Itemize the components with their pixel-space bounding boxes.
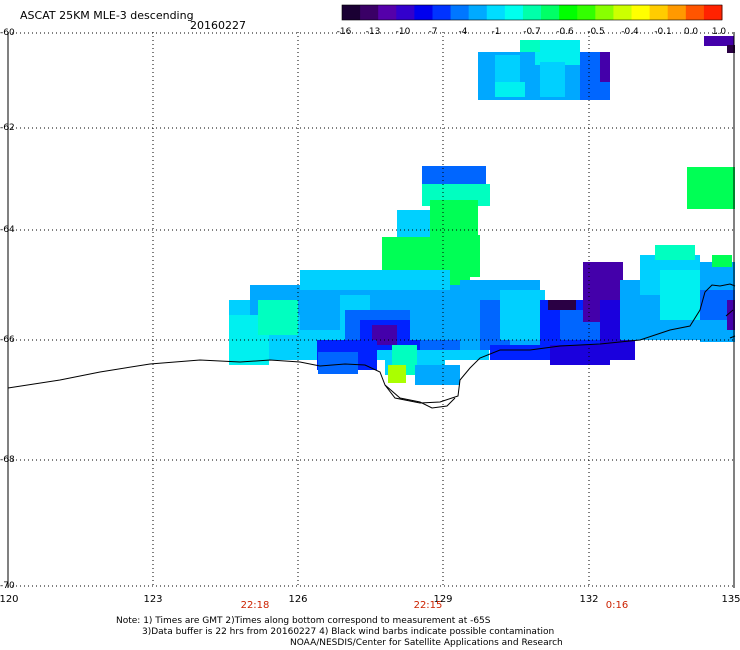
colorbar-swatch	[649, 5, 669, 20]
colorbar-label: -16	[336, 27, 352, 37]
colorbar-swatch	[360, 5, 379, 20]
colorbar-label: 1.0	[711, 27, 727, 37]
lat-label: -66	[0, 335, 15, 345]
colorbar-swatch	[685, 5, 705, 20]
wind-cell	[548, 300, 576, 310]
colorbar-swatch	[613, 5, 633, 20]
colorbar-swatch	[541, 5, 560, 20]
colorbar-label: -0.4	[621, 27, 639, 37]
colorbar-swatch	[342, 5, 361, 20]
colorbar-swatch	[432, 5, 452, 20]
colorbar-swatch	[667, 5, 687, 20]
wind-cell	[258, 300, 298, 335]
colorbar-swatch	[577, 5, 596, 20]
colorbar-label: -0.1	[654, 27, 672, 37]
colorbar-label: -7	[428, 27, 438, 37]
wind-cell	[655, 245, 695, 260]
wind-cell	[704, 36, 734, 46]
lon-label: 120	[0, 594, 19, 605]
wind-cell	[422, 166, 486, 184]
colorbar-frame	[341, 4, 723, 21]
colorbar-swatch	[595, 5, 614, 20]
lon-label: 126	[288, 594, 308, 605]
wind-cell	[520, 40, 540, 52]
colorbar-swatch	[396, 5, 415, 20]
wind-cell	[687, 167, 735, 209]
wind-cell	[415, 365, 460, 385]
colorbar-label: -10	[395, 27, 411, 37]
wind-cell	[727, 45, 735, 53]
footnote-line: NOAA/NESDIS/Center for Satellite Applica…	[290, 638, 563, 648]
colorbar-swatch	[559, 5, 578, 20]
colorbar-swatch	[378, 5, 397, 20]
lon-label: 123	[143, 594, 163, 605]
wind-cell	[535, 40, 580, 65]
colorbar-swatch	[703, 5, 723, 20]
wind-cell	[712, 255, 732, 267]
colorbar-label: -0.7	[523, 27, 541, 37]
colorbar-swatch	[414, 5, 433, 20]
wind-cell	[300, 290, 340, 330]
wind-cell	[490, 345, 540, 360]
lat-label: -62	[0, 123, 15, 133]
time-label: 22:15	[413, 600, 443, 611]
wind-cell	[540, 62, 565, 97]
lon-label: 135	[721, 594, 740, 605]
wind-cell	[500, 290, 545, 340]
lat-label: -68	[0, 455, 15, 465]
lat-label: -70	[0, 581, 15, 591]
wind-cell	[318, 352, 358, 374]
lon-label: 129	[433, 594, 453, 605]
colorbar-swatch	[631, 5, 651, 20]
wind-cell	[300, 270, 450, 290]
wind-cell	[382, 237, 412, 267]
colorbar-swatch	[486, 5, 506, 20]
wind-cell	[388, 365, 406, 383]
colorbar-label: -0.5	[587, 27, 605, 37]
colorbar-label: -0.6	[556, 27, 574, 37]
colorbar-swatch	[450, 5, 470, 20]
colorbar-swatch	[504, 5, 524, 20]
coastline	[7, 283, 736, 404]
colorbar-label: -1	[491, 27, 501, 37]
lon-label: 132	[579, 594, 599, 605]
wind-cell	[550, 345, 610, 365]
wind-cell	[430, 235, 480, 255]
colorbar-label: 0.0	[683, 27, 699, 37]
lat-label: -64	[0, 225, 15, 235]
footnote-line: 3)Data buffer is 22 hrs from 20160227 4)…	[142, 627, 555, 637]
colorbar-swatch	[468, 5, 488, 20]
wind-cell	[495, 82, 525, 97]
map-title: ASCAT 25KM MLE-3 descending	[20, 9, 194, 22]
time-label: 22:18	[240, 600, 270, 611]
map-date: 20160227	[190, 19, 246, 32]
coastline-inner	[384, 384, 456, 409]
colorbar-swatch	[522, 5, 542, 20]
colorbar-label: -4	[458, 27, 468, 37]
footnote-line: Note: 1) Times are GMT 2)Times along bot…	[116, 616, 491, 626]
wind-cell	[727, 300, 735, 330]
wind-cell	[372, 325, 397, 345]
wind-cell	[600, 52, 610, 82]
lat-label: -60	[0, 28, 15, 38]
wind-cell	[430, 200, 478, 240]
wind-cell	[660, 270, 700, 320]
time-label: 0:16	[605, 600, 629, 611]
colorbar-label: -13	[365, 27, 381, 37]
